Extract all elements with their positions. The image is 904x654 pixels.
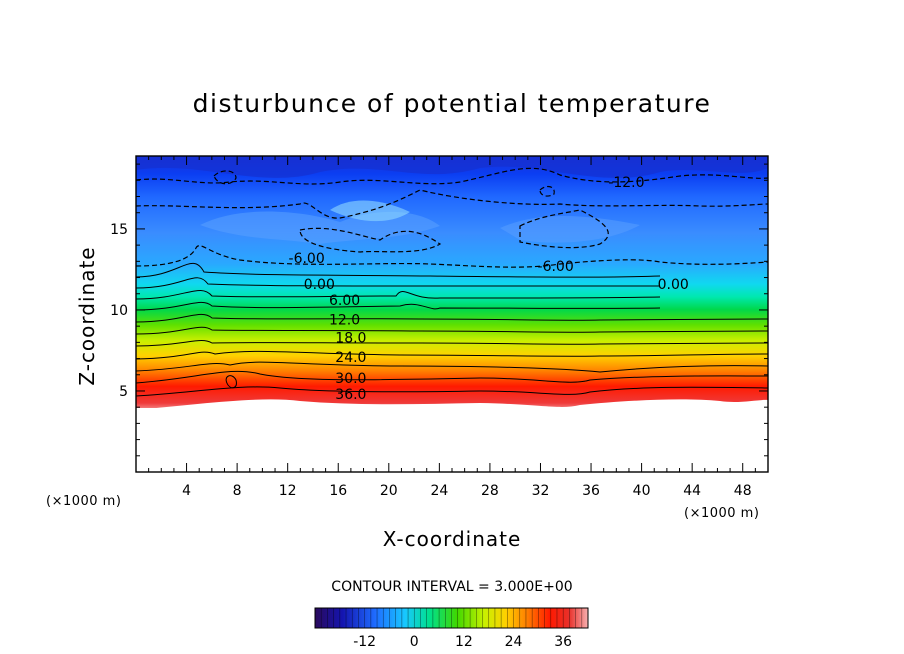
contour-labels: -12.0-6.00-6.000.00 0.006.0012.018.024.03… — [289, 175, 689, 403]
y-tick-label: 10 — [110, 303, 128, 319]
contour-label: -6.00 — [289, 251, 325, 267]
contour-lines — [136, 262, 768, 397]
x-tick-label: 32 — [532, 483, 550, 499]
contour-line — [136, 340, 768, 347]
contour-line — [213, 170, 237, 185]
colorbar-tick-label: 0 — [410, 634, 419, 650]
contour-line — [136, 167, 768, 185]
contour-line — [136, 350, 768, 360]
colorbar-tick-label: 36 — [554, 634, 572, 650]
contour-line — [136, 301, 661, 311]
terrain-blank — [136, 408, 768, 472]
x-tick-label: 4 — [182, 483, 191, 499]
x-tick-label: 36 — [582, 483, 600, 499]
x-tick-label: 16 — [329, 483, 347, 499]
contour-interval-label: CONTOUR INTERVAL = 3.000E+00 — [331, 579, 572, 595]
chart-title: disturbunce of potential temperature — [193, 89, 712, 118]
contour-line — [299, 227, 442, 253]
x-unit-label: (×1000 m) — [684, 506, 759, 521]
contour-label: 18.0 — [335, 330, 366, 346]
contour-label: 24.0 — [335, 350, 366, 366]
upper-light-patch-2 — [500, 215, 640, 243]
contour-line — [136, 326, 768, 335]
contour-line — [136, 361, 768, 373]
colorbar-ticks: -12 0 12 24 36 — [353, 634, 572, 650]
x-axis-label: X-coordinate — [383, 527, 522, 551]
contour-label: 12.0 — [329, 313, 360, 329]
terrain-edge — [136, 399, 768, 412]
contour-label: 0.00 — [658, 277, 689, 293]
color-field — [136, 156, 768, 412]
x-tick-label: 40 — [633, 483, 651, 499]
colorbar-tick-label: 24 — [505, 634, 523, 650]
contour-line — [136, 289, 661, 300]
contour-label: 6.00 — [329, 293, 360, 309]
contour-line — [136, 245, 768, 268]
x-tick-label: 28 — [481, 483, 499, 499]
contour-line — [136, 262, 661, 278]
contour-line — [519, 209, 609, 249]
contour-label: -6.00 — [538, 259, 574, 275]
colorbar-tick-label: 12 — [455, 634, 473, 650]
y-axis-label: Z-coordinate — [75, 246, 99, 385]
contour-line — [136, 370, 768, 384]
upper-dark-region — [136, 156, 768, 178]
x-axis: 4 8 12 16 20 24 28 32 36 40 44 48 — [148, 156, 756, 499]
negative-contour-lines — [136, 167, 768, 268]
x-tick-label: 20 — [380, 483, 398, 499]
contour-line — [225, 375, 237, 389]
y-tick-label: 15 — [110, 222, 128, 238]
contour-field: -12.0-6.00-6.000.00 0.006.0012.018.024.03… — [136, 156, 768, 472]
y-unit-label: (×1000 m) — [46, 494, 121, 509]
contour-line — [539, 185, 555, 197]
contour-line — [136, 277, 660, 289]
contour-line — [136, 313, 768, 323]
x-tick-label: 8 — [233, 483, 242, 499]
x-tick-label: 48 — [734, 483, 752, 499]
colorbar-frame — [314, 607, 589, 629]
y-tick-label: 5 — [119, 384, 128, 400]
contour-line — [136, 189, 768, 219]
x-tick-label: 12 — [279, 483, 297, 499]
x-tick-label: 44 — [683, 483, 701, 499]
x-tick-label: 24 — [430, 483, 448, 499]
contour-label: 36.0 — [335, 387, 366, 403]
contour-label: 30.0 — [335, 371, 366, 387]
contour-line — [136, 386, 768, 397]
contour-label: 0.00 — [304, 277, 335, 293]
contour-label: -12.0 — [608, 175, 644, 191]
colorbar-tick-label: -12 — [353, 634, 376, 650]
y-axis: 5 10 15 — [110, 163, 768, 457]
